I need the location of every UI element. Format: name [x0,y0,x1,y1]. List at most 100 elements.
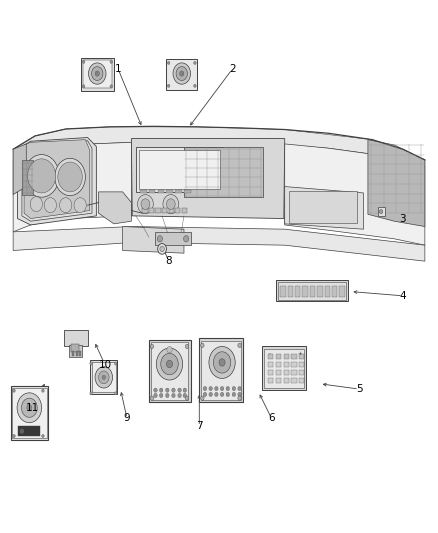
Bar [264,349,304,388]
Circle shape [167,346,172,353]
Circle shape [203,392,207,397]
Circle shape [90,392,92,395]
Polygon shape [285,187,364,229]
Bar [280,286,286,297]
Circle shape [88,63,106,84]
Bar [76,351,78,356]
Circle shape [209,346,235,378]
Text: +: + [298,351,302,356]
Polygon shape [368,140,425,227]
Bar [166,190,173,193]
Circle shape [92,67,103,80]
Bar [299,354,304,359]
Bar [299,378,304,383]
Circle shape [17,393,42,423]
Bar [276,370,281,375]
Circle shape [201,343,204,348]
Bar [90,360,117,394]
Bar [169,208,174,213]
Bar [12,388,47,438]
Bar [166,59,197,90]
Circle shape [219,359,225,366]
Bar [291,354,297,359]
Circle shape [150,344,154,349]
Bar [291,370,297,375]
Circle shape [163,195,179,214]
Bar [339,286,345,297]
Bar [201,341,241,400]
Text: 10: 10 [99,360,112,370]
Circle shape [166,388,169,392]
Bar [184,147,263,197]
Circle shape [180,71,184,76]
Circle shape [157,236,162,242]
Text: 11: 11 [26,403,39,413]
Bar [325,286,330,297]
Bar [184,190,191,193]
Circle shape [42,434,44,438]
Bar [262,346,306,390]
Circle shape [238,392,241,397]
Circle shape [55,158,85,196]
Circle shape [172,388,175,392]
Polygon shape [13,142,131,232]
Bar [11,386,48,440]
Bar [69,345,82,357]
Bar [71,344,79,352]
Bar [175,208,180,213]
Circle shape [95,71,99,76]
Bar [299,370,304,375]
Bar [276,362,281,367]
Bar [284,362,289,367]
Circle shape [159,393,163,398]
Circle shape [185,396,189,400]
Bar [139,150,220,189]
Bar [22,160,33,195]
Circle shape [226,386,230,391]
Circle shape [156,348,183,380]
Circle shape [90,362,92,365]
Bar [276,378,281,383]
Polygon shape [13,127,425,166]
Circle shape [42,389,44,392]
Bar [149,190,155,193]
Bar [162,208,167,213]
Bar [158,190,164,193]
Text: 8: 8 [165,256,172,266]
Circle shape [178,388,181,392]
Circle shape [215,386,218,391]
Bar [92,362,116,392]
Circle shape [99,371,109,384]
Polygon shape [131,139,285,219]
Text: 2: 2 [229,64,236,74]
Circle shape [159,388,163,392]
Bar [288,286,293,297]
Bar [299,362,304,367]
Circle shape [60,198,72,213]
Bar [303,286,308,297]
Bar [268,378,273,383]
Circle shape [184,236,189,242]
Circle shape [185,344,189,349]
Bar [64,330,88,346]
Polygon shape [13,227,425,261]
Circle shape [173,63,191,84]
Circle shape [238,396,241,400]
Bar [291,362,297,367]
Text: 4: 4 [399,291,406,301]
Bar [289,191,357,223]
Bar [18,426,40,436]
Text: 3: 3 [399,214,406,223]
Bar [284,354,289,359]
Bar [276,280,348,301]
Polygon shape [13,144,26,195]
Bar [268,362,273,367]
Circle shape [13,389,15,392]
Bar [151,342,188,400]
Circle shape [141,199,150,209]
Circle shape [238,386,241,391]
Circle shape [203,386,207,391]
Bar [284,378,289,383]
Polygon shape [18,138,96,225]
Circle shape [176,67,187,80]
